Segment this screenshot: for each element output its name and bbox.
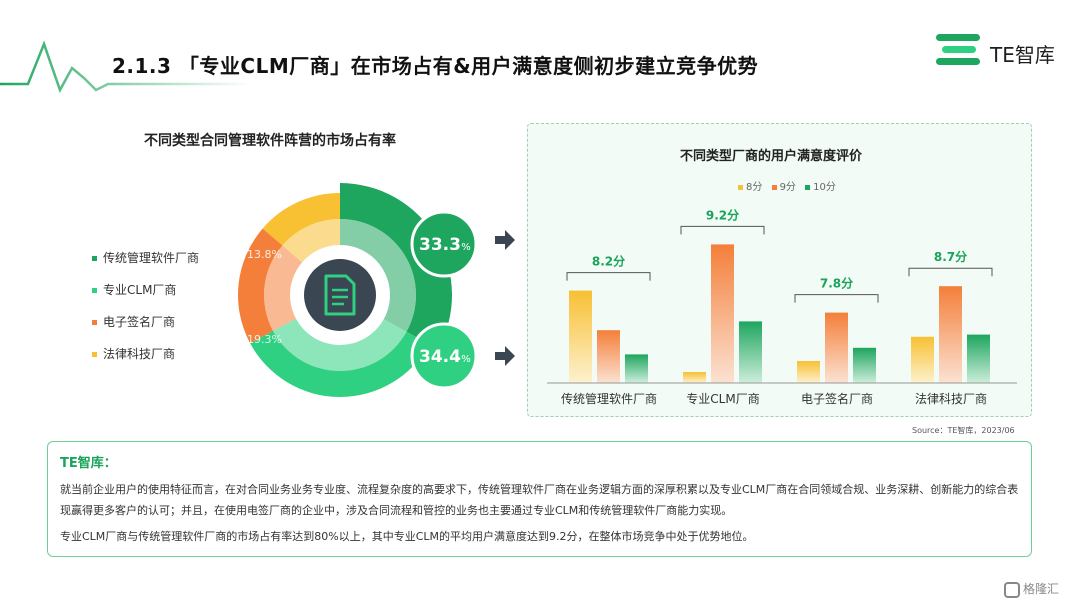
bar-10-2 (853, 347, 876, 383)
pie-legend-label: 电子签名厂商 (103, 315, 176, 329)
category-label: 电子签名厂商 (801, 391, 873, 406)
logo-icon (936, 34, 980, 65)
average-label: 9.2分 (706, 207, 739, 222)
pie-legend-label: 法律科技厂商 (103, 347, 176, 361)
pie-legend-label: 传统管理软件厂商 (103, 251, 200, 265)
pie-inner-ring-legaltech (282, 219, 340, 263)
category-label: 传统管理软件厂商 (561, 391, 657, 406)
bar-10-1 (739, 321, 762, 383)
pie-unit-traditional: % (461, 242, 471, 253)
pie-chart: 33.3 % 34.4 % 19.3% 13.8% (237, 183, 515, 398)
document-icon (324, 274, 356, 316)
average-bracket (680, 225, 765, 235)
average-bracket (794, 294, 879, 303)
legend-swatch-clm (92, 288, 97, 293)
pie-value-clm: 34.4 (419, 347, 461, 367)
watermark-icon (1004, 581, 1020, 598)
pie-legend-item: 传统管理软件厂商 (92, 249, 199, 266)
pie-inner-ring-esign (264, 245, 303, 331)
center-circle (304, 259, 376, 331)
pie-slice-clm (250, 330, 430, 398)
average-label: 7.8分 (820, 276, 853, 291)
pie-callout-traditional: 33.3 % (410, 210, 478, 278)
bar-legend-label: 8分 (746, 182, 763, 193)
pie-chart-title: 不同类型合同管理软件阵营的市场占有率 (144, 133, 396, 149)
pie-callout-clm: 34.4 % (410, 322, 478, 390)
insight-box (47, 441, 1032, 557)
legend-swatch-traditional (92, 256, 97, 261)
pie-label-esign: 19.3% (247, 333, 282, 346)
pie-value-traditional: 33.3 (419, 235, 461, 255)
pie-legend-item: 专业CLM厂商 (92, 281, 176, 298)
insight-paragraph-2: 专业CLM厂商与传统管理软件厂商的市场占有率达到80%以上，其中专业CLM的平均… (60, 530, 754, 543)
category-label: 法律科技厂商 (915, 391, 987, 406)
pie-inner-ring-clm (273, 318, 407, 372)
bar-9-1 (711, 244, 734, 383)
bar-8-0 (569, 290, 592, 383)
average-bracket (566, 272, 651, 281)
category-label: 专业CLM厂商 (686, 391, 759, 406)
watermark: 格隆汇 (1004, 580, 1059, 598)
insight-title: TE智库： (60, 456, 117, 471)
pie-legend-item: 电子签名厂商 (92, 313, 175, 330)
bar-10-3 (967, 334, 990, 383)
bar-8-1 (683, 372, 706, 383)
pie-legend-label: 专业CLM厂商 (103, 283, 177, 297)
bar-9-3 (939, 286, 962, 383)
legend-swatch-legaltech (92, 352, 97, 357)
source-text: Source：TE智库，2023/06 (912, 426, 1015, 435)
logo-text: TE智库 (990, 43, 1055, 67)
average-bracket (908, 267, 993, 277)
legend-swatch-9 (771, 184, 777, 190)
bar-legend-label: 9分 (779, 182, 796, 193)
bar-9-2 (825, 312, 848, 383)
pie-slice-esign (237, 228, 283, 344)
legend-swatch-10 (805, 184, 811, 190)
legend-swatch-8 (738, 184, 743, 190)
header-pulse-line (0, 40, 250, 94)
bar-10-0 (625, 354, 648, 383)
bar-8-3 (911, 336, 934, 383)
bar-9-0 (597, 330, 620, 383)
pie-unit-clm: % (461, 354, 471, 365)
average-label: 8.7分 (934, 249, 967, 264)
pie-label-legaltech: 13.8% (247, 248, 282, 261)
bar-8-2 (797, 361, 820, 383)
legend-swatch-esign (92, 320, 97, 325)
pie-slice-legaltech (262, 193, 340, 246)
insight-paragraph-1: 就当前企业用户的使用特征而言，在对合同业务业务专业度、流程复杂度的高要求下，传统… (60, 483, 1019, 517)
pie-inner-ring-traditional (340, 219, 416, 332)
bar-chart-legend: 8分 9分 10分 (732, 178, 836, 193)
bar-chart-title: 不同类型厂商的用户满意度评价 (680, 149, 863, 164)
arrow-right-icon (495, 346, 515, 366)
arrow-right-icon (495, 230, 515, 250)
page-title: 2.1.3 「专业CLM厂商」在市场占有&用户满意度侧初步建立竞争优势 (112, 54, 759, 78)
pie-legend-item: 法律科技厂商 (92, 345, 175, 362)
watermark-text: 格隆汇 (1023, 582, 1060, 596)
average-label: 8.2分 (592, 254, 625, 269)
bar-legend-label: 10分 (813, 182, 836, 193)
